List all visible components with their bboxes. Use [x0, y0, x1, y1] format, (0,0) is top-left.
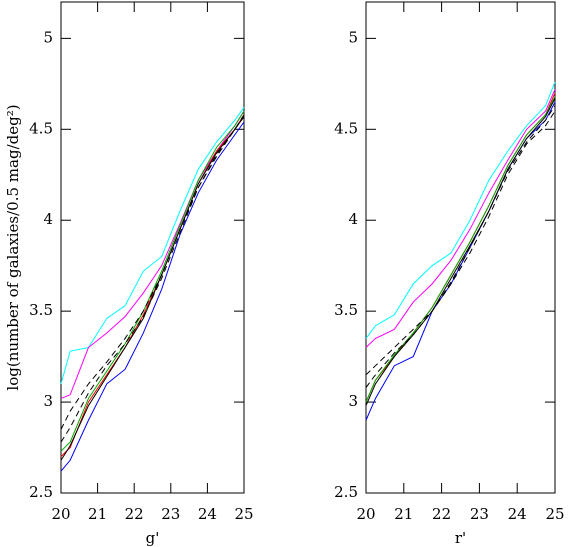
series-line [60, 114, 245, 457]
series-line [365, 105, 556, 388]
series-line [60, 121, 245, 472]
x-tick-label: 23 [161, 505, 180, 523]
x-tick-label: 21 [394, 505, 413, 523]
series-line [60, 116, 245, 443]
x-axis-label: g' [146, 529, 160, 547]
y-tick-label: 4.5 [334, 119, 358, 137]
x-tick-label: 25 [545, 505, 564, 523]
series-line [365, 96, 556, 403]
plot-frame [365, 1, 556, 494]
y-tick-label: 5 [348, 28, 358, 46]
series-line [60, 110, 245, 452]
x-tick-label: 22 [125, 505, 144, 523]
y-tick-label: 3.5 [29, 301, 53, 319]
x-tick-label: 24 [198, 505, 217, 523]
y-tick-label: 2.5 [334, 483, 358, 501]
plot-frame [60, 1, 245, 494]
y-tick-label: 3.5 [334, 301, 358, 319]
y-tick-label: 4.5 [29, 119, 53, 137]
x-axis-label: r' [455, 529, 466, 547]
y-tick-label: 4 [348, 210, 358, 228]
series-line [60, 110, 245, 399]
y-tick-label: 3 [348, 392, 358, 410]
y-tick-label: 5 [43, 28, 53, 46]
y-tick-label: 3 [43, 392, 53, 410]
series-line [60, 107, 245, 385]
series-line [365, 110, 556, 376]
y-tick-label: 2.5 [29, 483, 53, 501]
x-tick-label: 24 [508, 505, 527, 523]
series-line [365, 81, 556, 339]
x-tick-label: 25 [234, 505, 253, 523]
x-tick-label: 22 [432, 505, 451, 523]
series-line [365, 89, 556, 348]
x-tick-label: 23 [470, 505, 489, 523]
series-line [60, 116, 245, 461]
y-axis-label: log(number of galaxies/0.5 mag/deg²) [4, 104, 22, 390]
y-tick-label: 4 [43, 210, 53, 228]
x-tick-label: 20 [51, 505, 70, 523]
x-tick-label: 21 [88, 505, 107, 523]
series-line [365, 98, 556, 406]
x-tick-label: 20 [356, 505, 375, 523]
series-line [60, 114, 245, 430]
